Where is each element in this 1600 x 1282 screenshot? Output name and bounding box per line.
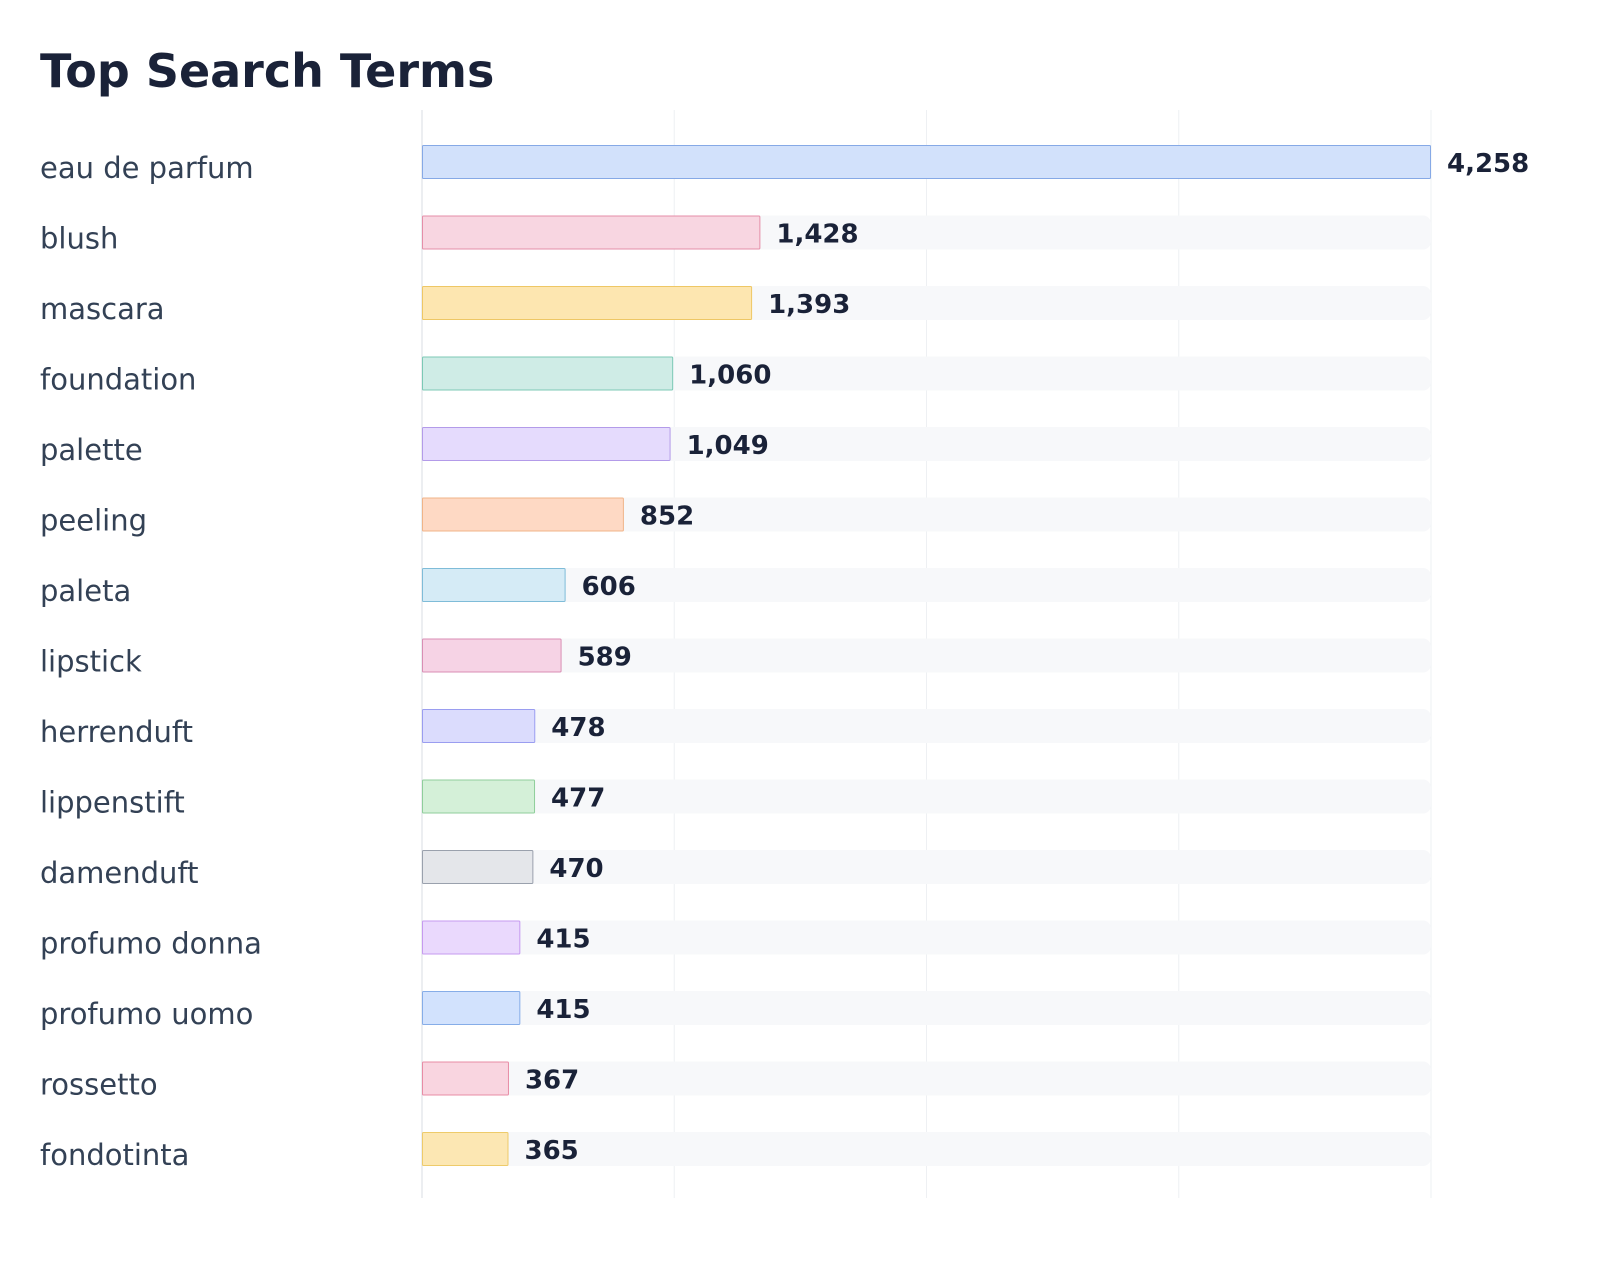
value-label: 415 [536,995,590,1025]
bar [422,850,534,884]
category-label: peeling [40,504,147,538]
bar [422,638,562,673]
bar [422,709,536,743]
value-label: 1,060 [689,361,771,391]
bar-track [422,991,1431,1025]
value-label: 1,428 [776,220,858,250]
category-label: eau de parfum [40,151,254,185]
bar-track [422,497,1431,532]
category-label: damenduft [40,856,199,890]
value-label: 415 [536,925,590,955]
value-label: 1,049 [687,431,769,461]
value-label: 477 [551,784,605,814]
bar-track [422,709,1431,743]
value-label: 367 [525,1066,579,1096]
bar-track [422,427,1431,461]
bar [422,568,566,602]
bar [422,145,1431,179]
bar-track [422,779,1431,814]
category-label: foundation [40,363,196,397]
bar [422,286,753,320]
category-label: lipstick [40,645,142,679]
bar [422,920,521,955]
category-label: lippenstift [40,786,185,820]
category-labels: eau de parfum blush mascara foundation palet… [40,151,262,1172]
category-label: profumo donna [40,927,262,961]
bar [422,497,624,532]
category-label: rossetto [40,1068,158,1102]
category-label: profumo uomo [40,997,253,1031]
value-label: 470 [549,854,603,884]
value-label: 365 [524,1136,578,1166]
bar-track [422,638,1431,673]
bar-track [422,1061,1431,1096]
category-label: blush [40,222,118,256]
value-label: 606 [582,572,636,602]
bar-track [422,356,1431,391]
bar [422,1132,509,1166]
bar [422,991,521,1025]
category-label: palette [40,433,143,467]
value-label: 589 [578,643,632,673]
category-label: mascara [40,292,165,326]
value-label: 4,258 [1447,149,1529,179]
category-label: paleta [40,574,131,608]
value-label: 1,393 [768,290,850,320]
value-label: 478 [551,713,605,743]
bar [422,1061,509,1096]
bar [422,779,536,814]
bar [422,427,671,461]
bars [422,145,1431,1166]
category-label: fondotinta [40,1138,189,1172]
bar [422,215,761,250]
value-label: 852 [640,502,694,532]
bar-track [422,920,1431,955]
bar [422,356,674,391]
category-label: herrenduft [40,715,193,749]
bar-track [422,568,1431,602]
bar-track [422,1132,1431,1166]
value-labels: 4,258 1,428 1,393 1,060 1,049 852 606 589 478 477… [524,149,1529,1166]
bar-track [422,850,1431,884]
chart-title: Top Search Terms [40,44,495,98]
